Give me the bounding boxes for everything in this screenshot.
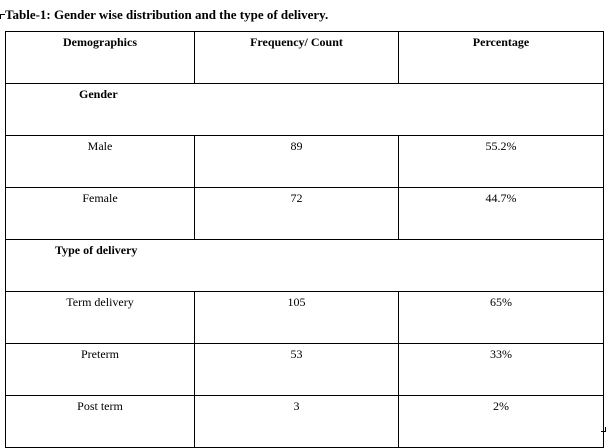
section-title-type-of-delivery: Type of delivery [5,239,604,292]
document-corner-marker [0,14,5,19]
row-label-term-delivery: Term delivery [5,291,195,344]
header-percentage: Percentage [398,31,604,84]
document-corner-marker-bottom [601,427,606,432]
table-row: Female 72 44.7% [5,187,604,240]
row-percent-female: 44.7% [398,187,604,240]
row-count-male: 89 [194,135,399,188]
row-count-female: 72 [194,187,399,240]
table-caption: Table-1: Gender wise distribution and th… [5,7,329,22]
row-count-term-delivery: 105 [194,291,399,344]
row-percent-post-term: 2% [398,395,604,448]
table-header-row: Demographics Frequency/ Count Percentage [5,31,604,84]
row-label-post-term: Post term [5,395,195,448]
row-label-male: Male [5,135,195,188]
section-title-gender: Gender [5,83,604,136]
table-row: Male 89 55.2% [5,135,604,188]
section-row-type-of-delivery: Type of delivery [5,239,604,292]
row-percent-term-delivery: 65% [398,291,604,344]
row-label-female: Female [5,187,195,240]
header-frequency-count: Frequency/ Count [194,31,399,84]
row-count-preterm: 53 [194,343,399,396]
table-row: Post term 3 2% [5,395,604,448]
row-percent-preterm: 33% [398,343,604,396]
table-row: Preterm 53 33% [5,343,604,396]
demographics-table: Demographics Frequency/ Count Percentage… [5,31,604,448]
section-row-gender: Gender [5,83,604,136]
row-count-post-term: 3 [194,395,399,448]
table-container: Demographics Frequency/ Count Percentage… [5,31,604,448]
table-row: Term delivery 105 65% [5,291,604,344]
row-label-preterm: Preterm [5,343,195,396]
row-percent-male: 55.2% [398,135,604,188]
header-demographics: Demographics [5,31,195,84]
